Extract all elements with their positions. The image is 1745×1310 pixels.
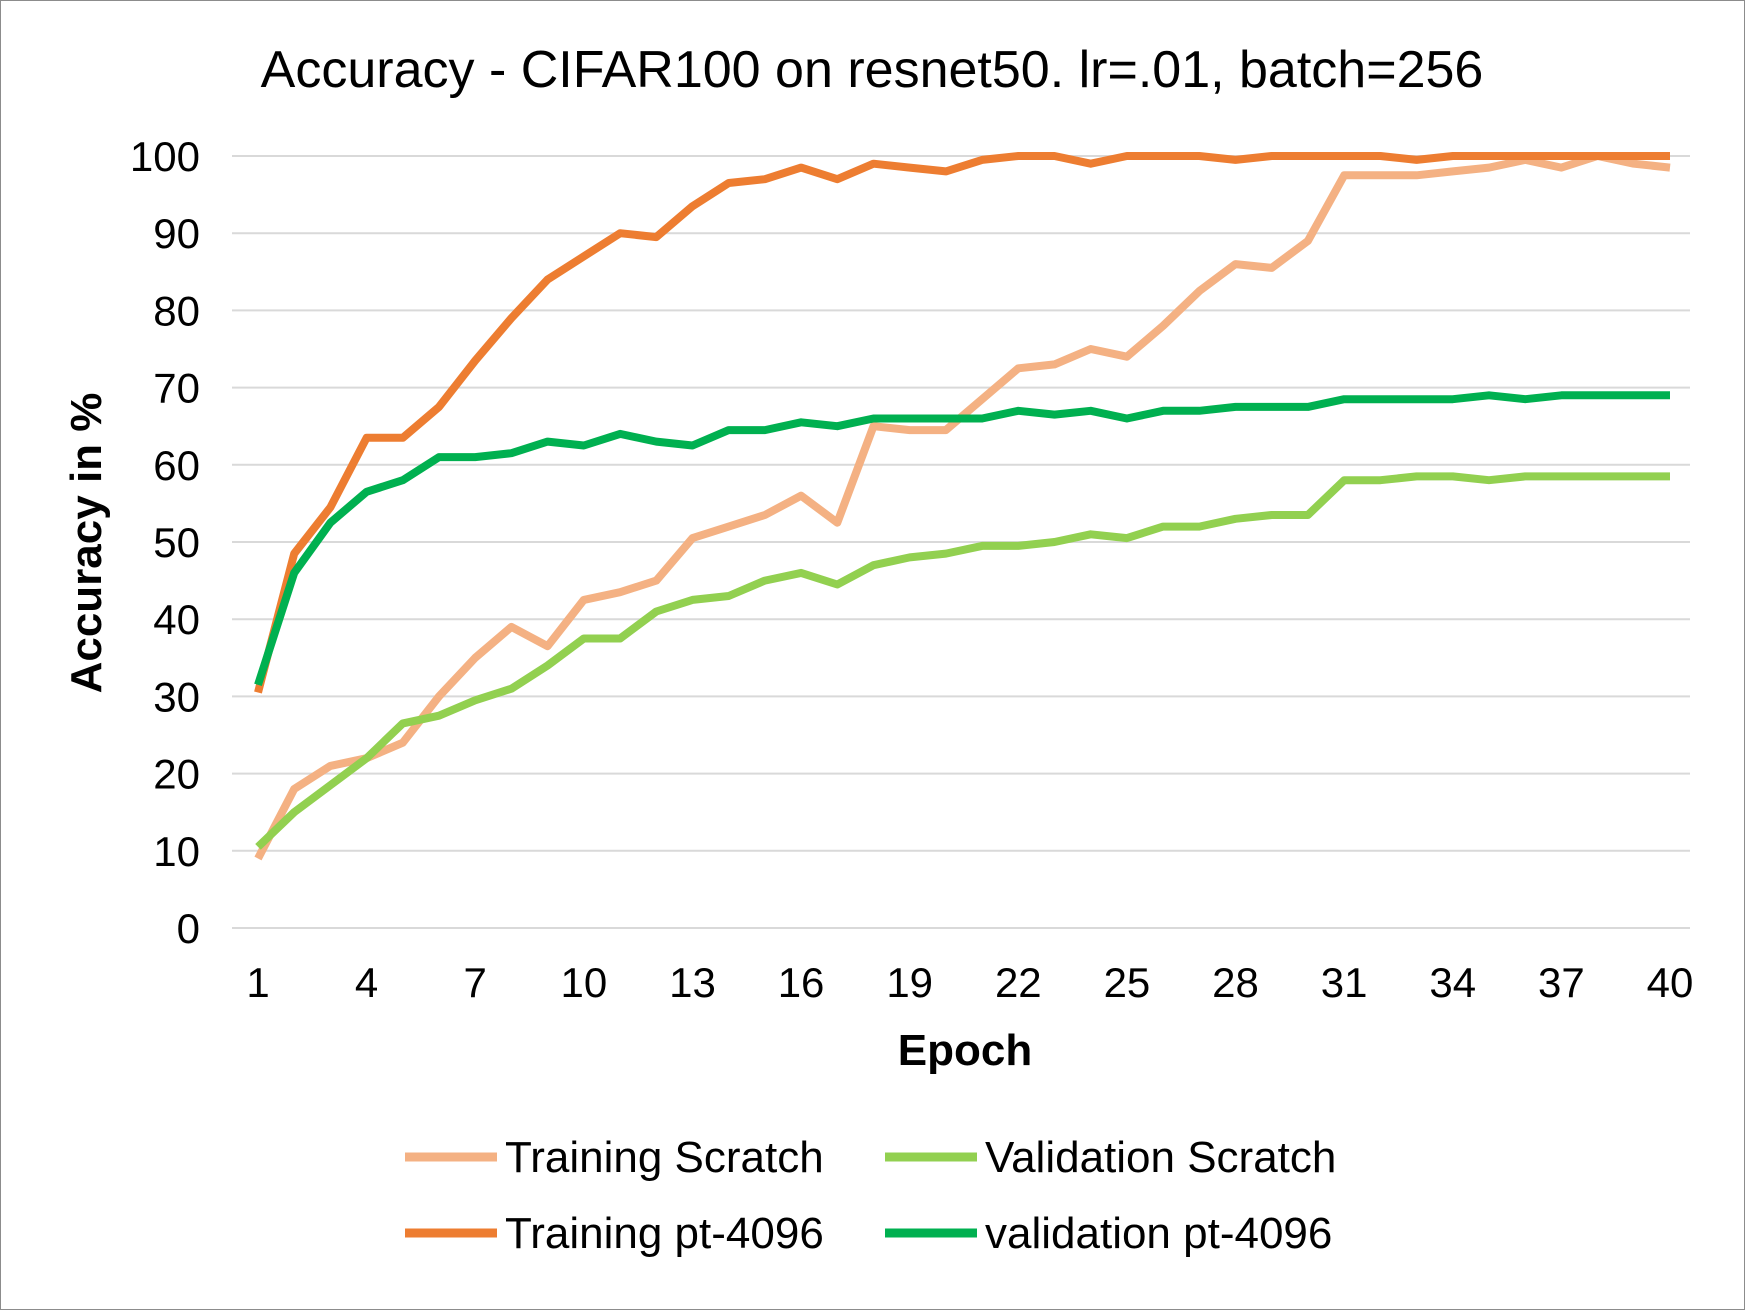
- plot-series: [254, 152, 1671, 861]
- legend-item-validation-pt-4096: validation pt-4096: [885, 1209, 1332, 1258]
- x-axis-ticks: 1 4 7 10 13 16 19 22 25 28 31 34 37 40: [246, 959, 1693, 1006]
- y-tick-label: 20: [153, 751, 200, 798]
- x-tick-label: 10: [560, 959, 607, 1006]
- y-tick-label: 60: [153, 442, 200, 489]
- y-tick-label: 0: [177, 905, 200, 952]
- y-tick-label: 30: [153, 673, 200, 720]
- legend-label-training-scratch: Training Scratch: [505, 1133, 824, 1182]
- legend-label-validation-pt-4096: validation pt-4096: [985, 1209, 1332, 1258]
- series-line-training-scratch: [254, 152, 1671, 861]
- y-tick-label: 80: [153, 287, 200, 334]
- x-tick-label: 19: [886, 959, 933, 1006]
- x-tick-label: 22: [995, 959, 1042, 1006]
- x-tick-label: 7: [464, 959, 487, 1006]
- x-tick-label: 37: [1538, 959, 1585, 1006]
- x-tick-label: 1: [246, 959, 269, 1006]
- legend-label-training-pt-4096: Training pt-4096: [505, 1209, 824, 1258]
- series-line-training-pt-4096: [254, 152, 1670, 694]
- gridlines: [232, 155, 1690, 929]
- x-tick-label: 34: [1429, 959, 1476, 1006]
- x-tick-label: 4: [355, 959, 378, 1006]
- series-line-validation-pt-4096: [254, 391, 1670, 687]
- y-tick-label: 40: [153, 596, 200, 643]
- y-axis-ticks: 0 10 20 30 40 50 60 70 80 90 100: [130, 133, 200, 952]
- series-line-validation-scratch: [255, 472, 1670, 850]
- x-tick-label: 13: [669, 959, 716, 1006]
- x-axis-label: Epoch: [898, 1026, 1032, 1075]
- legend-item-validation-scratch: Validation Scratch: [885, 1133, 1336, 1182]
- y-tick-label: 100: [130, 133, 200, 180]
- legend-item-training-pt-4096: Training pt-4096: [405, 1209, 824, 1258]
- y-tick-label: 70: [153, 365, 200, 412]
- y-tick-label: 90: [153, 210, 200, 257]
- y-axis-label: Accuracy in %: [62, 393, 111, 694]
- legend-item-training-scratch: Training Scratch: [405, 1133, 824, 1182]
- legend: Training Scratch Validation Scratch Traini…: [405, 1133, 1336, 1258]
- x-tick-label: 31: [1321, 959, 1368, 1006]
- y-tick-label: 50: [153, 519, 200, 566]
- x-tick-label: 16: [778, 959, 825, 1006]
- x-tick-label: 40: [1647, 959, 1694, 1006]
- y-tick-label: 10: [153, 828, 200, 875]
- x-tick-label: 25: [1104, 959, 1151, 1006]
- chart-title: Accuracy - CIFAR100 on resnet50. lr=.01,…: [261, 41, 1484, 99]
- legend-label-validation-scratch: Validation Scratch: [985, 1133, 1336, 1182]
- x-tick-label: 28: [1212, 959, 1259, 1006]
